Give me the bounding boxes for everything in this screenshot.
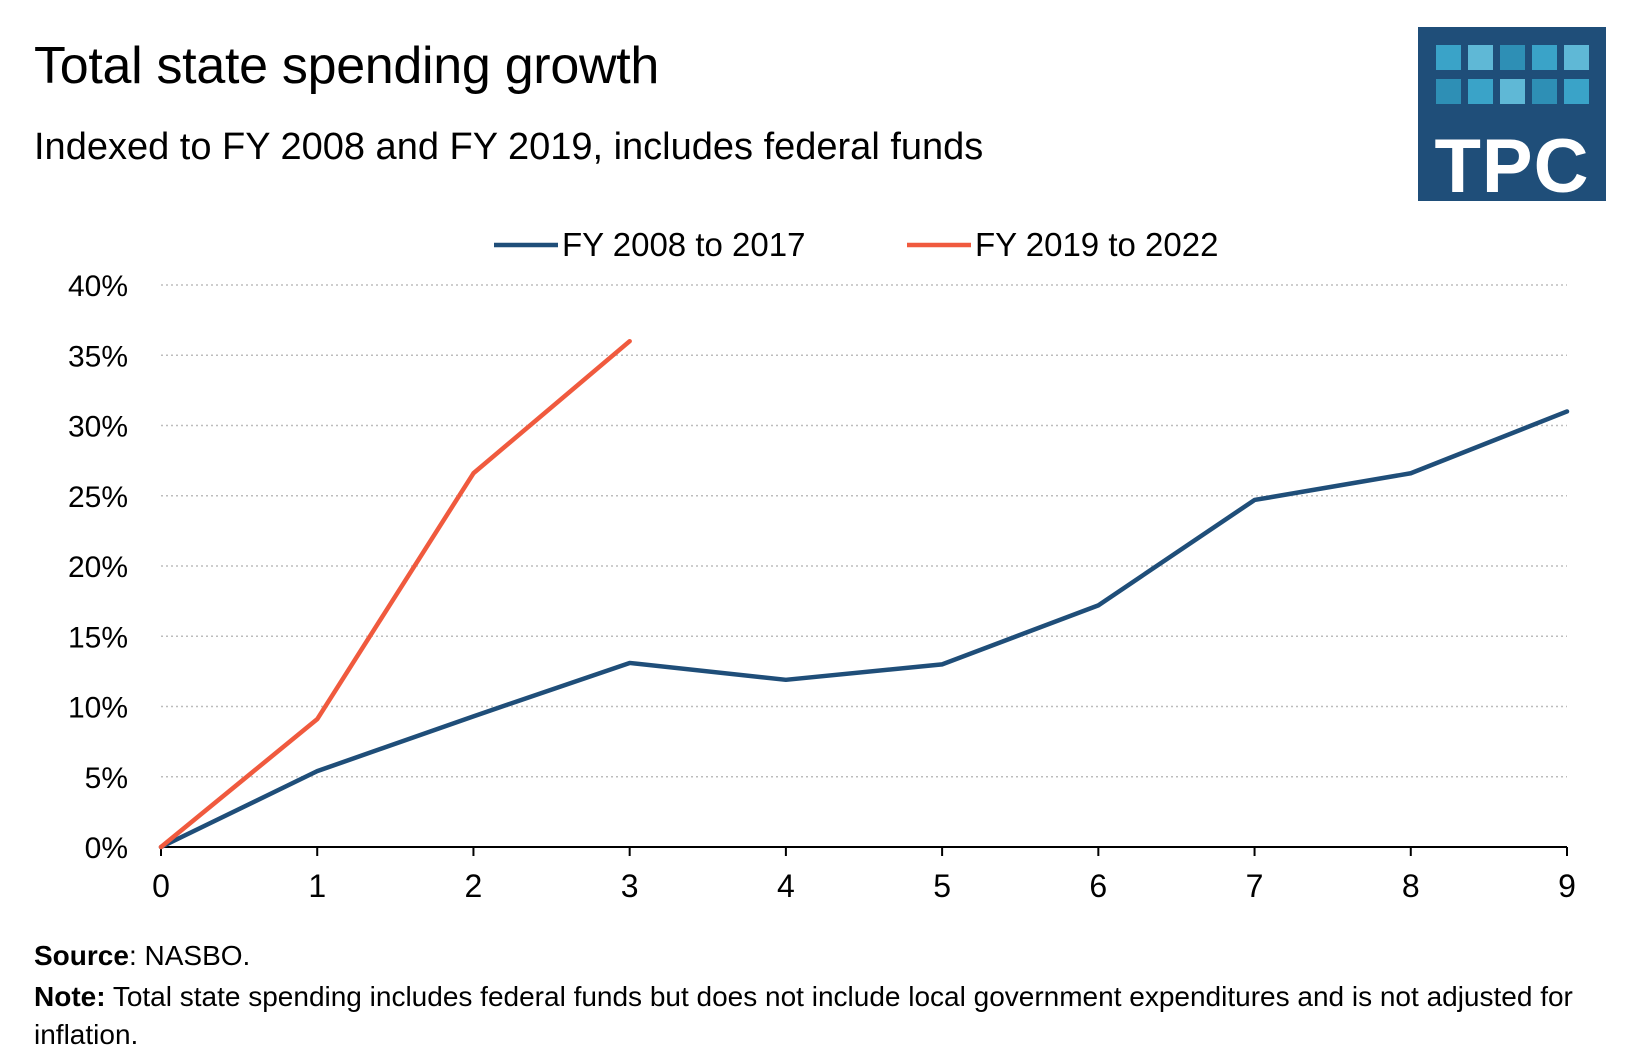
source-text: : NASBO. <box>128 940 251 971</box>
logo-tile <box>1564 45 1589 70</box>
y-tick-label: 5% <box>85 762 128 795</box>
note-text: Total state spending includes federal fu… <box>34 981 1573 1050</box>
series-line-2 <box>158 338 632 850</box>
logo-tile <box>1500 79 1525 104</box>
chart-title: Total state spending growth <box>34 37 659 95</box>
y-tick-label: 0% <box>85 832 128 865</box>
x-tick-label: 8 <box>1402 868 1420 904</box>
y-tick-label: 20% <box>68 551 128 584</box>
note-label: Note: <box>34 981 106 1012</box>
y-tick-label: 35% <box>68 340 128 373</box>
x-tick-label: 1 <box>308 868 326 904</box>
chart-subtitle: Indexed to FY 2008 and FY 2019, includes… <box>34 126 984 168</box>
x-tick-label: 4 <box>777 868 795 904</box>
x-tick-label: 6 <box>1089 868 1107 904</box>
logo-tile <box>1436 45 1461 70</box>
source-line: Source: NASBO. <box>34 940 250 972</box>
y-tick-label: 10% <box>68 692 128 725</box>
y-tick-label: 15% <box>68 621 128 654</box>
source-label: Source <box>34 940 129 971</box>
y-tick-label: 25% <box>68 481 128 514</box>
logo-tile <box>1436 79 1461 104</box>
y-tick-label: 30% <box>68 411 128 444</box>
x-tick-label: 7 <box>1246 868 1264 904</box>
x-axis-title: Years <box>819 931 906 935</box>
logo-tile <box>1532 45 1557 70</box>
logo-tile <box>1500 45 1525 70</box>
tpc-logo: TPC <box>1418 27 1606 205</box>
logo-text: TPC <box>1434 124 1590 209</box>
x-tick-label: 2 <box>465 868 483 904</box>
x-tick-label: 3 <box>621 868 639 904</box>
series-line-1 <box>158 409 1570 850</box>
legend-label: FY 2008 to 2017 <box>562 226 805 263</box>
legend-label: FY 2019 to 2022 <box>975 226 1218 263</box>
y-tick-label: 40% <box>68 270 128 303</box>
x-tick-label: 5 <box>933 868 951 904</box>
line-chart: 0% 5% 10% 15% 20% 25% 30% 35% 40% 0 1 2 3 4 5 6 7 8 9 Years… <box>68 226 1576 935</box>
logo-tile <box>1468 79 1493 104</box>
logo-tile <box>1564 79 1589 104</box>
x-tick-label: 0 <box>152 868 170 904</box>
note-line: Note: Total state spending includes fede… <box>34 978 1604 1054</box>
x-tick-label: 9 <box>1558 868 1576 904</box>
logo-tile <box>1532 79 1557 104</box>
logo-tile <box>1468 45 1493 70</box>
